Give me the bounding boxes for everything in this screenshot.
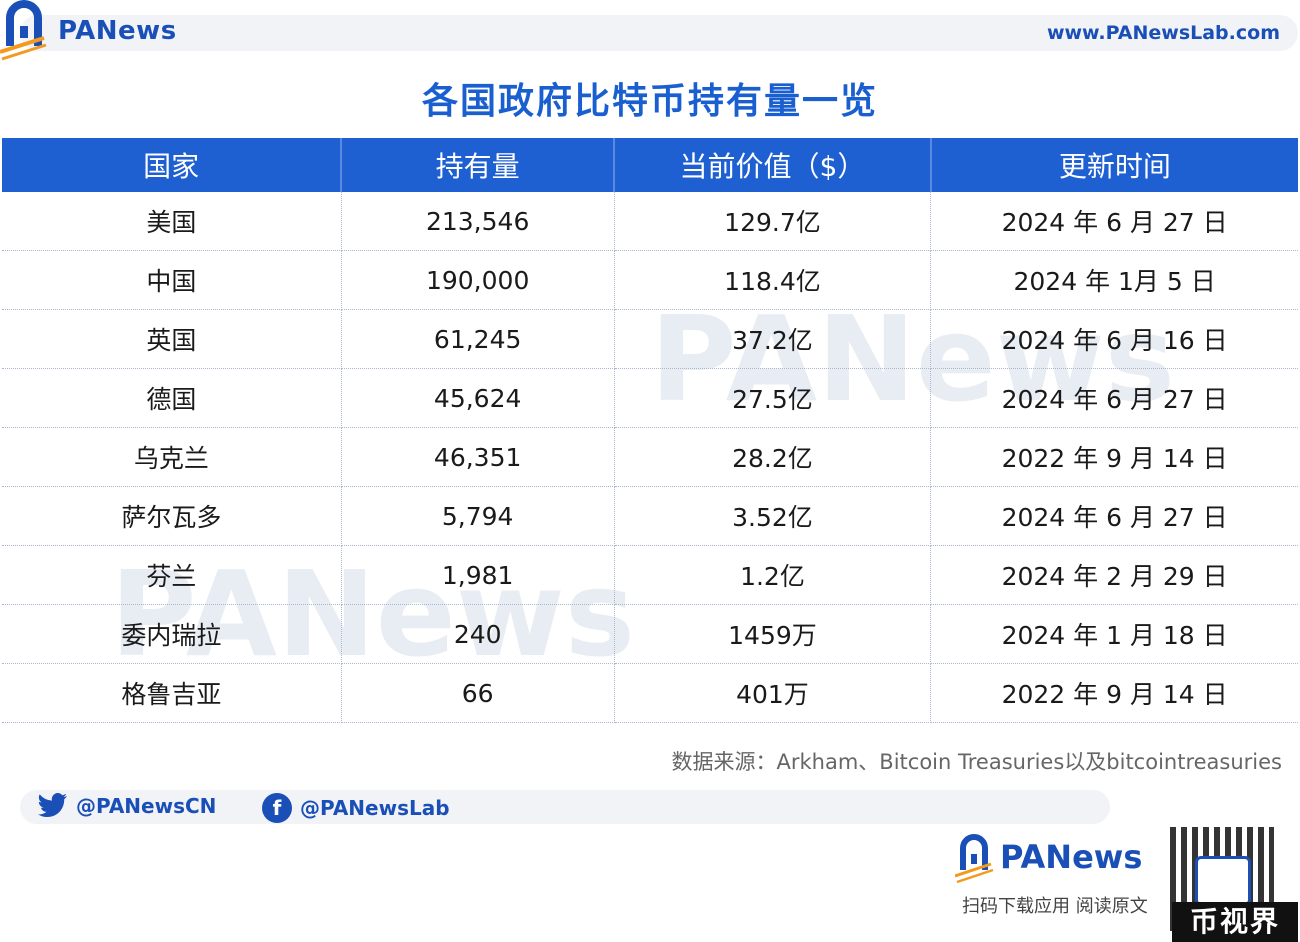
cell-value: 28.2亿 [614, 427, 932, 487]
table-row: 委内瑞拉 240 1459万 2024 年 1 月 18 日 [2, 604, 1298, 664]
social-bar [20, 790, 1110, 824]
cell-holdings: 240 [341, 604, 615, 664]
cell-country: 中国 [2, 250, 342, 310]
cell-country: 格鲁吉亚 [2, 663, 342, 723]
panews-logo-icon [0, 0, 47, 61]
cell-holdings: 213,546 [341, 192, 615, 251]
panews-logo-small-icon [955, 834, 994, 884]
page-title: 各国政府比特币持有量一览 [421, 81, 878, 122]
facebook-icon: f [262, 793, 292, 823]
cell-holdings: 45,624 [341, 368, 615, 428]
table-row: 芬兰 1,981 1.2亿 2024 年 2 月 29 日 [2, 545, 1298, 605]
site-url[interactable]: www.PANewsLab.com [1046, 22, 1280, 44]
cell-updated: 2024 年 1月 5 日 [930, 250, 1298, 310]
cell-updated: 2024 年 6 月 27 日 [930, 368, 1298, 428]
header-holdings: 持有量 [341, 138, 616, 192]
twitter-link[interactable]: @PANewsCN [38, 793, 216, 819]
table-row: 乌克兰 46,351 28.2亿 2022 年 9 月 14 日 [2, 427, 1298, 487]
cell-value: 3.52亿 [614, 486, 932, 546]
logo-text: PANews [58, 16, 177, 46]
cell-holdings: 61,245 [341, 309, 615, 369]
facebook-handle: @PANewsLab [300, 796, 450, 820]
qr-logo-icon [1195, 856, 1251, 906]
table-row: 中国 190,000 118.4亿 2024 年 1月 5 日 [2, 250, 1298, 310]
cell-country: 英国 [2, 309, 342, 369]
source-note: 数据来源：Arkham、Bitcoin Treasuries以及bitcoint… [671, 750, 1282, 774]
cell-updated: 2024 年 6 月 27 日 [930, 486, 1298, 546]
cell-value: 1.2亿 [614, 545, 932, 605]
cell-value: 129.7亿 [614, 192, 932, 251]
cell-country: 芬兰 [2, 545, 342, 605]
header-country: 国家 [2, 138, 343, 192]
header-value: 当前价值（$） [614, 138, 932, 192]
table-row: 格鲁吉亚 66 401万 2022 年 9 月 14 日 [2, 663, 1298, 723]
cell-updated: 2024 年 6 月 16 日 [930, 309, 1298, 369]
cell-value: 401万 [614, 663, 932, 723]
cell-country: 美国 [2, 192, 342, 251]
table-row: 德国 45,624 27.5亿 2024 年 6 月 27 日 [2, 368, 1298, 428]
cell-holdings: 46,351 [341, 427, 615, 487]
cell-value: 37.2亿 [614, 309, 932, 369]
footer-brand: PANews [1000, 838, 1143, 876]
cell-country: 萨尔瓦多 [2, 486, 342, 546]
twitter-handle: @PANewsCN [76, 794, 217, 818]
cell-updated: 2022 年 9 月 14 日 [930, 663, 1298, 723]
cell-value: 118.4亿 [614, 250, 932, 310]
header-updated: 更新时间 [930, 138, 1298, 192]
table-row: 萨尔瓦多 5,794 3.52亿 2024 年 6 月 27 日 [2, 486, 1298, 546]
holdings-table: 国家 持有量 当前价值（$） 更新时间 美国 213,546 129.7亿 20… [2, 138, 1298, 723]
cell-holdings: 5,794 [341, 486, 615, 546]
bishijie-stamp: 币视界 [1172, 902, 1298, 942]
cell-updated: 2022 年 9 月 14 日 [930, 427, 1298, 487]
top-bar [20, 15, 1298, 51]
cell-updated: 2024 年 2 月 29 日 [930, 545, 1298, 605]
cell-holdings: 1,981 [341, 545, 615, 605]
cell-country: 委内瑞拉 [2, 604, 342, 664]
cell-value: 27.5亿 [614, 368, 932, 428]
table-row: 英国 61,245 37.2亿 2024 年 6 月 16 日 [2, 309, 1298, 369]
cell-holdings: 66 [341, 663, 615, 723]
table-row: 美国 213,546 129.7亿 2024 年 6 月 27 日 [2, 192, 1298, 251]
cell-country: 德国 [2, 368, 342, 428]
cell-updated: 2024 年 1 月 18 日 [930, 604, 1298, 664]
cell-country: 乌克兰 [2, 427, 342, 487]
cell-value: 1459万 [614, 604, 932, 664]
twitter-icon [38, 793, 67, 818]
facebook-link[interactable]: f @PANewsLab [262, 793, 450, 823]
table-header-row: 国家 持有量 当前价值（$） 更新时间 [2, 138, 1298, 192]
cell-updated: 2024 年 6 月 27 日 [930, 192, 1298, 251]
footer-tagline: 扫码下载应用 阅读原文 [962, 896, 1148, 917]
cell-holdings: 190,000 [341, 250, 615, 310]
